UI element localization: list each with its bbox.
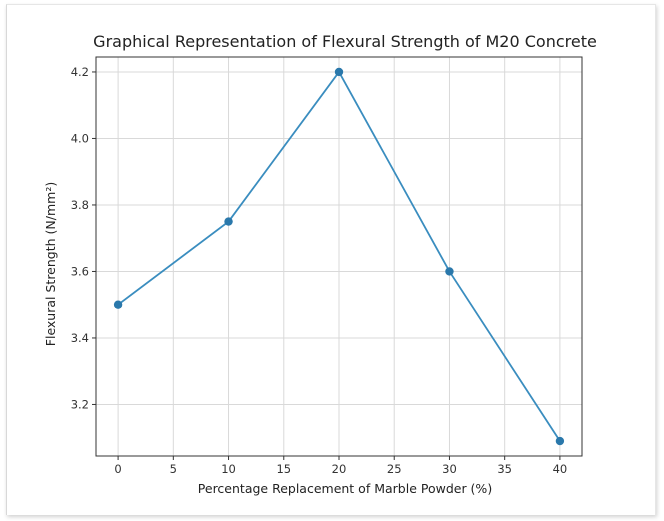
x-tick-label: 15 [276,462,291,476]
y-tick-label: 4.2 [71,65,89,79]
y-tick-label: 3.4 [71,331,89,345]
x-tick-label: 30 [442,462,457,476]
x-tick-label: 40 [553,462,568,476]
y-tick-label: 3.6 [71,264,89,278]
x-tick-label: 35 [497,462,512,476]
data-point [334,67,344,77]
y-tick-label: 4.0 [71,131,89,145]
y-axis-label: Flexural Strength (N/mm²) [43,182,58,346]
x-tick-label: 0 [114,462,121,476]
plot-area-border [95,56,583,457]
y-axis-ticks: 3.2 3.4 3.6 3.8 4.0 4.2 [71,65,96,411]
data-point [555,436,565,446]
x-axis-ticks: 0 5 10 15 20 25 30 35 40 [114,456,567,476]
chart-frame [6,4,656,515]
x-tick-label: 25 [387,462,402,476]
chart-title: Graphical Representation of Flexural Str… [93,32,597,51]
y-tick-label: 3.2 [71,397,89,411]
x-tick-label: 10 [221,462,236,476]
data-point [445,267,454,276]
data-point [113,300,123,309]
x-tick-label: 5 [170,462,177,476]
x-tick-label: 20 [332,462,347,476]
x-axis-label: Percentage Replacement of Marble Powder … [198,481,492,496]
data-point [224,217,233,226]
y-tick-label: 3.8 [71,198,89,212]
data-series [113,67,565,446]
grid [96,57,582,456]
